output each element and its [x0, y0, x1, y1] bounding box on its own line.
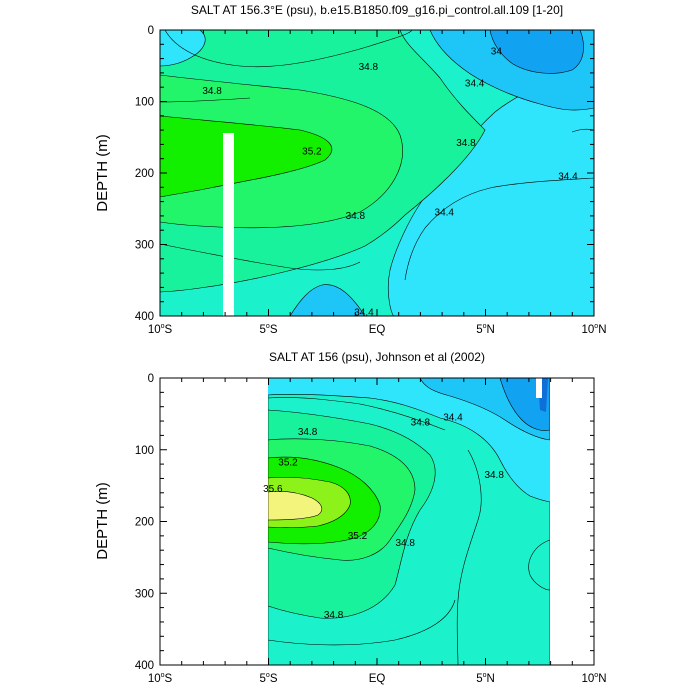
bottom-mask-notch — [536, 378, 542, 398]
bottom-x-tick-label: 10oN — [581, 672, 606, 685]
top-contour-labels: 34 34.8 34.4 34.8 34.8 35.2 34.4 34.4 34.8 34.4 — [202, 46, 578, 318]
top-fill-34.4-bottom — [289, 284, 366, 316]
bottom-x-tick-label: EQ — [369, 673, 386, 685]
top-y-axis-label: DEPTH (m) — [94, 134, 111, 212]
top-contour-line-b — [160, 97, 251, 103]
top-x-tick-label: EQ — [369, 324, 386, 336]
top-contour-fills — [160, 30, 594, 316]
top-x-tick-label: 5oN — [476, 323, 495, 336]
top-fill-35.2 — [160, 115, 333, 198]
bottom-y-tick-label: 200 — [135, 517, 154, 529]
top-y-tick-label: 100 — [135, 97, 154, 109]
bottom-contour-label: 34.8 — [411, 417, 431, 428]
top-contour-label: 34 — [491, 46, 503, 57]
bottom-contour-label: 35.2 — [348, 531, 368, 542]
bottom-contour-line-b — [456, 449, 482, 665]
bottom-x-tick-label: 5oN — [476, 672, 495, 685]
top-ticks: 10oS 5oS EQ 5oN 10oN 0 100 200 300 400 — [135, 25, 607, 336]
bottom-contour-label: 35.2 — [278, 458, 298, 469]
top-x-tick-label: 5oS — [260, 323, 278, 336]
top-panel: SALT AT 156.3°E (psu), b.e15.B1850.f09_g… — [94, 3, 607, 336]
bottom-contour-label: 34.8 — [324, 610, 344, 621]
bottom-contour-line-c — [528, 539, 551, 591]
bottom-contour-label: 34.8 — [484, 470, 504, 481]
top-contour-label: 34.8 — [456, 138, 476, 149]
bottom-fill-35.6 — [267, 491, 323, 521]
bottom-contour-label: 34.8 — [298, 427, 318, 438]
bottom-ticks: 10oS 5oS EQ 5oN 10oN 0 100 200 300 400 — [135, 373, 607, 685]
bottom-panel: SALT AT 156 (psu), Johnson et al (2002) — [94, 350, 607, 685]
top-contour-label: 35.2 — [302, 147, 322, 158]
top-fill-34.0 — [489, 30, 584, 74]
top-contour-label: 34.4 — [435, 207, 455, 218]
top-contour-line-c — [404, 177, 594, 281]
bottom-contour-line-d — [267, 599, 456, 646]
bottom-missing-data-right — [550, 378, 594, 665]
bottom-y-tick-label: 0 — [148, 373, 154, 385]
bottom-contour-fills — [160, 378, 594, 665]
top-x-tick-label: 10oS — [148, 323, 173, 336]
top-y-tick-label: 0 — [148, 25, 154, 37]
bottom-contour-label: 34.8 — [395, 538, 415, 549]
top-missing-data-mask — [223, 133, 234, 316]
top-contour-label: 34.8 — [359, 62, 379, 73]
top-contour-label: 34.8 — [202, 86, 222, 97]
top-title: SALT AT 156.3°E (psu), b.e15.B1850.f09_g… — [191, 3, 563, 17]
bottom-y-tick-label: 400 — [135, 660, 154, 672]
bottom-y-tick-label: 100 — [135, 445, 154, 457]
top-contour-label: 34.4 — [354, 307, 374, 318]
bottom-contour-label: 35.6 — [263, 484, 283, 495]
top-y-tick-label: 400 — [135, 311, 154, 323]
bottom-contour-label: 34.4 — [443, 412, 463, 423]
top-y-tick-label: 200 — [135, 168, 154, 180]
top-x-tick-label: 10oN — [581, 323, 606, 336]
bottom-title: SALT AT 156 (psu), Johnson et al (2002) — [269, 350, 485, 364]
top-contour-label: 34.4 — [558, 172, 578, 183]
bottom-y-tick-label: 300 — [135, 588, 154, 600]
top-contour-label: 34.4 — [465, 79, 485, 90]
bottom-contour-labels: 34.4 34.8 34.8 34.8 35.2 35.6 35.2 34.8 34.8 — [263, 412, 504, 620]
top-y-tick-label: 300 — [135, 240, 154, 252]
bottom-x-tick-label: 10oS — [148, 672, 173, 685]
bottom-y-axis-label: DEPTH (m) — [94, 482, 111, 560]
top-contour-label: 34.8 — [346, 211, 366, 222]
top-contour-line-d — [160, 243, 361, 271]
bottom-contour-line-a — [267, 397, 446, 431]
bottom-missing-data-left — [160, 378, 268, 665]
top-contour-line-a — [164, 30, 413, 68]
bottom-x-tick-label: 5oS — [260, 672, 278, 685]
